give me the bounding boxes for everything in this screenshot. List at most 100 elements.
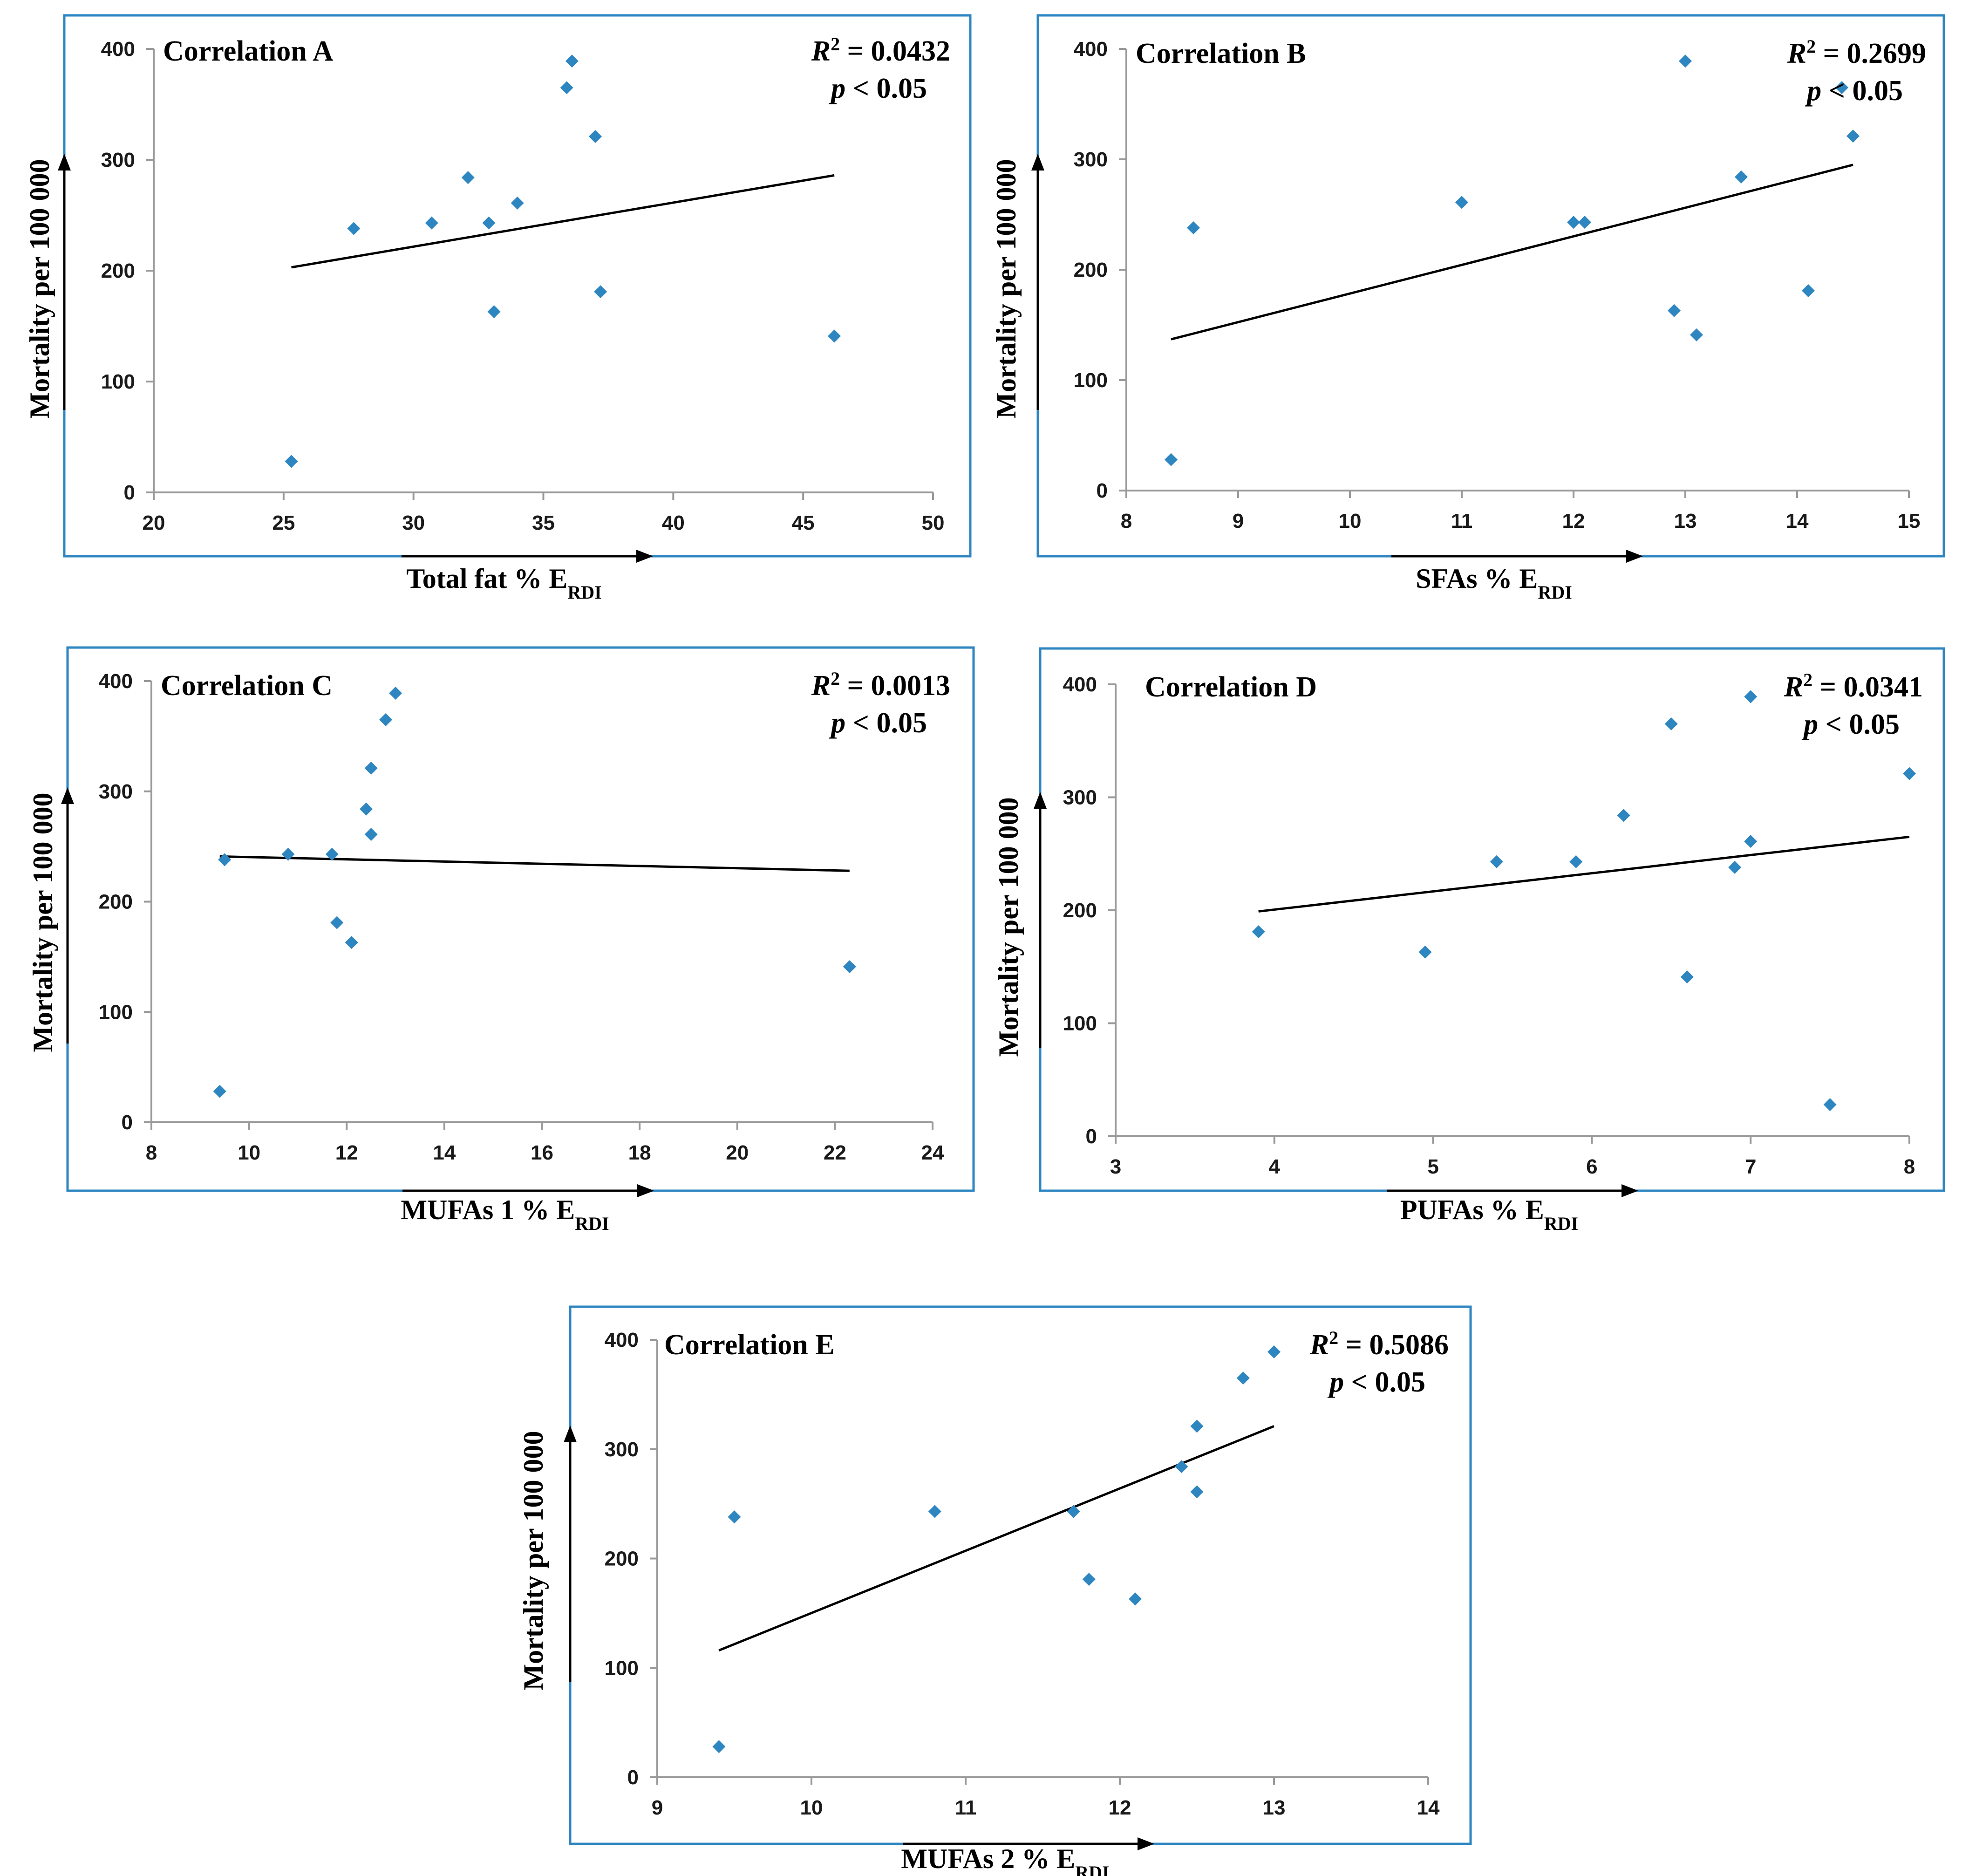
- y-tick-label: 300: [101, 149, 135, 171]
- r-squared-value: = 0.0341: [1812, 671, 1923, 703]
- x-tick-label: 5: [1427, 1155, 1438, 1178]
- data-point: [1617, 809, 1630, 822]
- x-tick-label: 22: [824, 1141, 846, 1164]
- x-tick-label: 9: [1233, 510, 1244, 532]
- x-tick-label: 4: [1269, 1155, 1281, 1178]
- data-point: [1190, 1419, 1204, 1433]
- trend-line: [1258, 835, 1910, 913]
- x-axis-label: SFAs % ERDI: [1416, 563, 1572, 603]
- data-point: [1735, 170, 1748, 184]
- x-tick-label: 12: [1562, 510, 1585, 532]
- y-tick-label: 200: [1063, 899, 1097, 922]
- r-squared-exponent: 2: [1806, 36, 1816, 57]
- x-tick-label: 13: [1674, 510, 1697, 532]
- y-axis-label: Mortality per 100 000: [24, 159, 55, 418]
- data-point: [1252, 925, 1265, 939]
- r-squared-value: = 0.0013: [840, 670, 950, 702]
- x-axis-label: MUFAs 2 % ERDI: [901, 1843, 1109, 1876]
- data-point: [1744, 835, 1758, 848]
- y-tick-label: 100: [1074, 369, 1108, 392]
- data-point: [379, 713, 393, 726]
- x-axis-label-main: Total fat % E: [406, 563, 567, 594]
- trend-line: [291, 174, 835, 269]
- chart-a: 0 100 200 300 400 20 25 30 35 40 45 50 Correlation A…: [24, 14, 972, 603]
- p-value-label: p < 0.05: [829, 73, 927, 104]
- r-symbol: R: [811, 35, 831, 67]
- x-tick-label: 10: [1339, 510, 1362, 532]
- data-point: [330, 916, 344, 929]
- chart-title: Correlation D: [1145, 671, 1317, 703]
- data-point: [285, 455, 298, 468]
- y-axis-label: Mortality per 100 000: [518, 1431, 549, 1690]
- chart-title: Correlation E: [664, 1329, 835, 1361]
- x-tick-label: 13: [1263, 1796, 1286, 1819]
- chart-d: 0 100 200 300 400 3 4 5 6 7 8 Correlation D R2 = 0.0…: [993, 647, 1945, 1234]
- y-tick-label: 400: [1074, 38, 1108, 61]
- x-axis-arrowhead: [1138, 1837, 1154, 1850]
- chart-e: 0 100 200 300 400 9 10 11 12 13 14 Correlation E R2 …: [518, 1305, 1472, 1876]
- p-symbol: p: [829, 73, 845, 104]
- x-tick-label: 10: [238, 1141, 260, 1164]
- x-axis-label-subscript: RDI: [1075, 1862, 1109, 1876]
- r-symbol: R: [1784, 671, 1803, 703]
- x-tick-label: 18: [628, 1141, 651, 1164]
- y-tick-label: 300: [1063, 786, 1097, 809]
- data-point: [1165, 453, 1178, 466]
- data-point: [1490, 855, 1503, 868]
- data-point: [1455, 196, 1468, 209]
- data-point: [482, 216, 496, 230]
- x-tick-label: 24: [921, 1141, 944, 1164]
- x-tick-label: 3: [1110, 1155, 1121, 1178]
- data-point: [594, 285, 607, 299]
- data-point: [511, 196, 524, 210]
- data-point: [1567, 216, 1580, 229]
- data-point: [218, 853, 232, 866]
- p-value-label: p < 0.05: [1805, 75, 1903, 107]
- x-tick-label: 50: [922, 512, 945, 534]
- chart-title: Correlation A: [163, 35, 334, 67]
- data-point: [281, 847, 295, 861]
- x-tick-label: 9: [652, 1796, 663, 1819]
- data-point: [325, 847, 339, 861]
- data-point: [425, 216, 438, 230]
- x-axis-arrowhead: [637, 1184, 654, 1197]
- x-tick-label: 14: [1417, 1796, 1440, 1819]
- x-tick-label: 7: [1745, 1155, 1756, 1178]
- y-axis-label: Mortality per 100 000: [991, 159, 1022, 418]
- x-axis-label-subscript: RDI: [1538, 582, 1572, 603]
- x-tick-label: 30: [402, 512, 425, 534]
- y-axis-label: Mortality per 100 000: [993, 797, 1024, 1057]
- y-tick-label: 300: [1074, 148, 1108, 171]
- trend-line: [1171, 164, 1853, 341]
- data-point: [928, 1505, 941, 1518]
- x-tick-label: 11: [955, 1796, 977, 1819]
- data-point: [1129, 1592, 1142, 1606]
- data-point: [1668, 304, 1681, 317]
- x-tick-label: 40: [662, 512, 685, 534]
- x-tick-label: 8: [1904, 1155, 1915, 1178]
- x-axis-label-main: MUFAs 1 % E: [401, 1194, 575, 1225]
- y-tick-label: 100: [605, 1657, 639, 1679]
- chart-title: Correlation B: [1136, 38, 1306, 69]
- p-value-label: p < 0.05: [829, 707, 927, 739]
- data-point: [360, 802, 373, 816]
- y-tick-label: 0: [1097, 479, 1108, 502]
- x-tick-label: 12: [335, 1141, 358, 1164]
- x-tick-label: 25: [272, 512, 295, 534]
- x-axis-arrowhead: [636, 550, 653, 563]
- x-tick-label: 35: [532, 512, 555, 534]
- y-tick-label: 200: [1074, 259, 1108, 281]
- data-point: [1664, 717, 1678, 730]
- chart-b: 0 100 200 300 400 8 9 10 11 12 13 14 15 Correlation B…: [991, 14, 1945, 603]
- data-point: [1680, 970, 1694, 984]
- y-tick-label: 0: [124, 481, 135, 504]
- y-tick-label: 0: [627, 1766, 639, 1789]
- y-tick-label: 200: [99, 891, 133, 914]
- data-point: [1690, 328, 1703, 341]
- data-point: [1846, 130, 1860, 143]
- data-point: [1418, 945, 1432, 959]
- x-tick-label: 12: [1109, 1796, 1131, 1819]
- x-tick-label: 8: [1121, 510, 1132, 532]
- r-squared-value: = 0.5086: [1338, 1329, 1449, 1361]
- x-axis-arrowhead: [1622, 1184, 1638, 1197]
